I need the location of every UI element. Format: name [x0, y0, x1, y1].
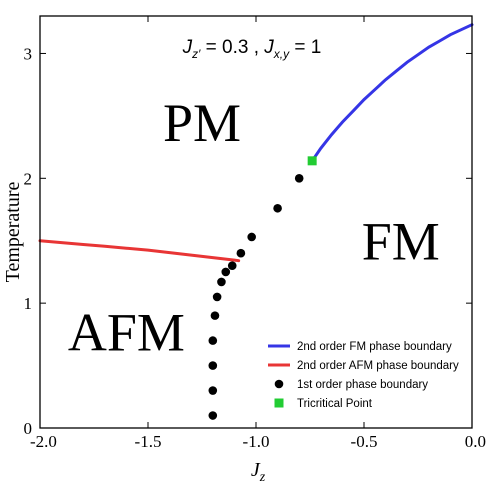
labels-layer: PM FM AFM	[68, 93, 440, 363]
first-order-point	[210, 311, 220, 320]
y-tick-label: 1	[24, 294, 33, 313]
x-tick-label: -2.0	[30, 432, 57, 451]
2nd-order-fm-phase-boundary-line	[310, 23, 474, 163]
x-tick-label: 0.0	[465, 432, 486, 451]
ticks-layer: -2.0 -1.5 -1.0 -0.5 0.0 0 1 2 3	[24, 16, 486, 451]
first-order-point	[208, 386, 218, 395]
first-order-point	[247, 232, 256, 242]
y-tick-label: 3	[24, 44, 33, 63]
legend-label-1st-order-phase-boundary: 1st order phase boundary	[297, 379, 428, 391]
first-order-point	[217, 277, 226, 287]
legend-swatch-tricritical-point	[274, 398, 284, 408]
y-tick-label: 0	[24, 419, 33, 438]
legend-swatch-1st-order-phase-boundary	[274, 379, 284, 389]
jzp-symbol: J	[182, 37, 193, 58]
first-order-point	[212, 292, 222, 302]
region-label-afm: AFM	[68, 303, 185, 363]
first-order-point	[208, 336, 218, 345]
first-order-point	[221, 267, 231, 277]
x-tick-label: -1.5	[135, 432, 162, 451]
jxy-value: = 1	[289, 37, 321, 58]
y-tick-label: 2	[24, 169, 33, 188]
legend-label-tricritical-point: Tricritical Point	[297, 398, 373, 410]
region-label-pm: PM	[163, 93, 241, 153]
legend: 2nd order FM phase boundary 2nd order AFM…	[268, 341, 459, 410]
jxy-subscript: x,y	[273, 47, 290, 61]
legend-label-2nd-order-afm-phase-boundary: 2nd order AFM phase boundary	[297, 360, 459, 372]
first-order-point	[208, 361, 218, 370]
y-axis-title: Temperature	[2, 181, 24, 282]
first-order-point	[236, 248, 246, 258]
jzp-subscript: z′	[191, 47, 201, 61]
x-tick-label: -0.5	[351, 432, 378, 451]
parameter-annotation: Jz′ = 0.3 , Jx,y = 1	[182, 37, 322, 61]
region-label-fm: FM	[362, 211, 440, 271]
jxy-symbol: J	[263, 37, 274, 58]
first-order-point	[294, 174, 304, 183]
legend-label-2nd-order-fm-phase-boundary: 2nd order FM phase boundary	[297, 341, 452, 353]
2nd-order-afm-phase-boundary-line	[38, 239, 241, 263]
x-axis-symbol: J	[251, 459, 261, 481]
first-order-point	[273, 203, 282, 213]
tricritical-point-marker	[307, 156, 317, 166]
x-axis-title: Jz	[251, 459, 266, 485]
x-tick-label: -1.0	[243, 432, 270, 451]
first-order-point	[227, 261, 237, 270]
marks-layer	[38, 23, 474, 420]
x-axis-subscript: z	[259, 470, 266, 485]
first-order-point	[208, 411, 218, 420]
jzp-value: = 0.3 ,	[200, 37, 264, 58]
